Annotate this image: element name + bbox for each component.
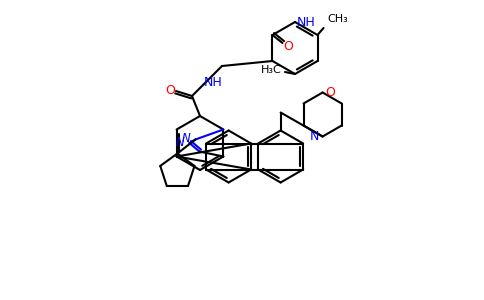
Text: CH₃: CH₃ [327,14,348,24]
Text: N: N [310,130,319,143]
Text: H₃C: H₃C [260,65,281,75]
Text: NH: NH [297,16,316,28]
Text: N: N [182,132,190,145]
Text: N: N [176,136,184,149]
Text: O: O [284,40,293,52]
Text: NH: NH [204,76,222,89]
Text: O: O [326,86,335,99]
Text: O: O [165,83,175,97]
